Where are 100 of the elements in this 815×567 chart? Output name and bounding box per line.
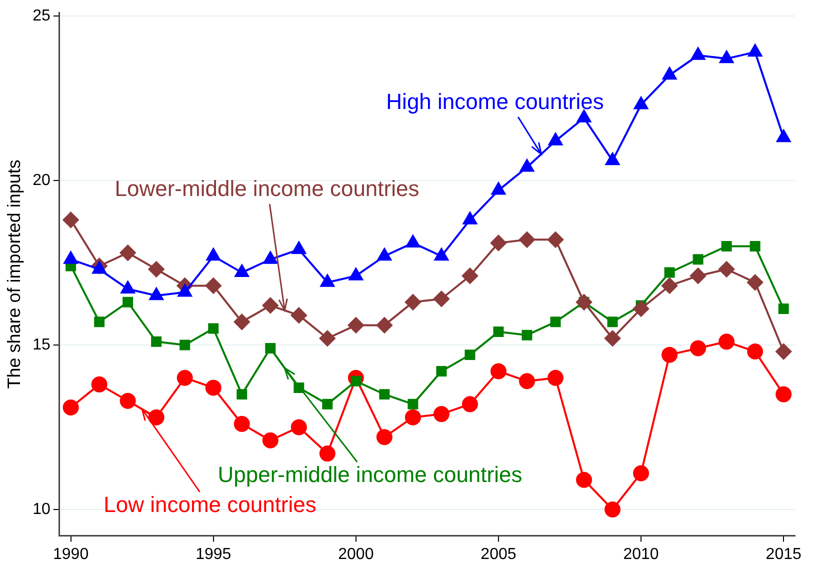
point xyxy=(320,274,334,287)
point xyxy=(149,288,164,300)
point xyxy=(120,281,135,294)
point xyxy=(208,323,219,334)
point xyxy=(464,350,476,360)
point xyxy=(690,268,706,284)
point xyxy=(348,268,363,280)
x-tick-label: 2005 xyxy=(480,546,516,563)
point xyxy=(776,344,792,360)
point xyxy=(718,261,735,278)
point xyxy=(62,399,79,416)
point xyxy=(319,446,336,462)
point xyxy=(404,409,421,426)
point xyxy=(576,110,592,122)
point xyxy=(491,182,506,195)
x-tick-label: 2000 xyxy=(338,546,374,563)
point xyxy=(607,316,618,328)
point xyxy=(236,389,248,400)
point xyxy=(64,251,78,264)
x-tick-label: 2010 xyxy=(623,546,659,563)
point xyxy=(718,334,735,350)
point xyxy=(436,366,447,377)
point xyxy=(377,248,392,261)
point xyxy=(548,132,563,146)
point xyxy=(322,398,333,410)
point xyxy=(690,340,706,356)
point xyxy=(205,278,222,294)
point xyxy=(518,232,535,248)
point xyxy=(692,254,704,265)
point xyxy=(550,316,561,328)
point xyxy=(662,278,678,294)
point xyxy=(662,346,678,363)
point xyxy=(94,316,105,328)
point xyxy=(750,240,760,252)
point xyxy=(576,472,592,488)
point xyxy=(664,267,675,278)
point xyxy=(604,501,621,518)
y-tick-label: 10 xyxy=(32,500,50,518)
y-tick-label: 15 xyxy=(32,336,50,354)
y-axis-title: The share of imported inputs xyxy=(4,160,24,389)
point xyxy=(604,330,621,346)
point xyxy=(319,330,336,346)
point xyxy=(379,389,390,400)
text: Upper-middle income countries xyxy=(218,462,522,488)
point xyxy=(176,370,193,386)
point xyxy=(206,248,220,261)
point xyxy=(776,130,791,142)
point xyxy=(662,67,677,80)
point xyxy=(548,370,564,386)
y-tick-label: 20 xyxy=(32,172,50,189)
point xyxy=(292,242,306,254)
point xyxy=(520,159,534,172)
x-tick-label: 2015 xyxy=(766,546,802,563)
point xyxy=(747,274,764,290)
point xyxy=(493,326,504,338)
point xyxy=(376,317,392,334)
point xyxy=(490,363,506,380)
point xyxy=(633,465,650,482)
y-tick-label: 25 xyxy=(32,7,50,24)
point xyxy=(720,50,734,64)
point xyxy=(605,152,620,166)
point xyxy=(462,268,478,284)
point xyxy=(234,264,249,278)
point xyxy=(776,386,792,402)
point xyxy=(120,244,136,261)
point xyxy=(548,232,564,248)
point xyxy=(376,429,392,446)
point xyxy=(576,294,592,310)
point xyxy=(263,251,278,264)
x-tick-label: 1990 xyxy=(53,546,89,563)
point xyxy=(62,212,79,228)
point xyxy=(462,212,478,224)
point xyxy=(778,304,789,314)
point xyxy=(634,96,648,110)
point xyxy=(205,380,222,396)
point xyxy=(433,406,450,422)
point xyxy=(408,398,418,410)
point xyxy=(178,284,192,297)
point xyxy=(180,340,190,350)
x-tick-label: 1995 xyxy=(196,546,232,563)
point xyxy=(490,234,506,251)
point xyxy=(748,44,762,57)
point xyxy=(747,344,764,360)
point xyxy=(122,296,134,308)
point xyxy=(633,300,650,317)
point xyxy=(91,376,108,392)
point xyxy=(691,47,706,60)
point xyxy=(148,409,164,426)
point xyxy=(433,290,450,307)
point xyxy=(262,432,278,448)
point xyxy=(522,330,532,340)
point xyxy=(348,317,364,334)
point xyxy=(462,396,478,412)
point xyxy=(265,342,276,354)
series-label: High income countries xyxy=(386,89,604,114)
point xyxy=(234,314,250,330)
point xyxy=(406,234,420,248)
point xyxy=(234,416,250,432)
point xyxy=(290,419,307,436)
point xyxy=(290,307,307,324)
